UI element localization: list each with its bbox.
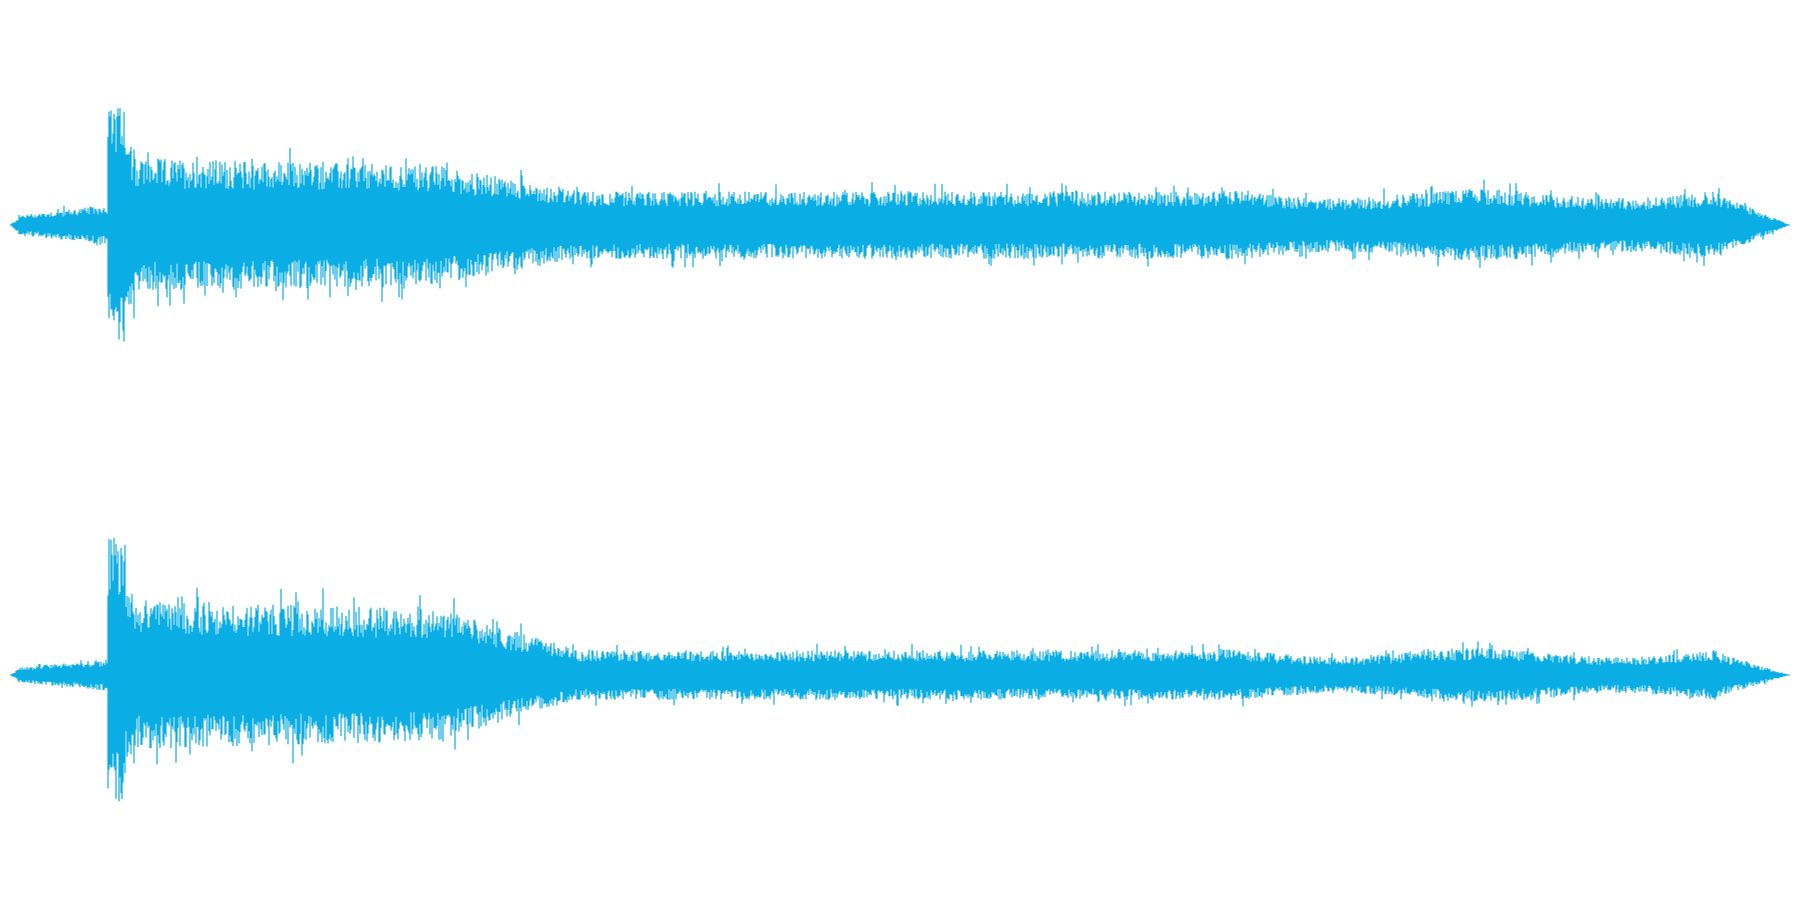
- channel-2-waveform[interactable]: [10, 538, 1790, 802]
- channel-1-waveform[interactable]: [10, 108, 1790, 342]
- channel-2-samples: [10, 538, 1790, 802]
